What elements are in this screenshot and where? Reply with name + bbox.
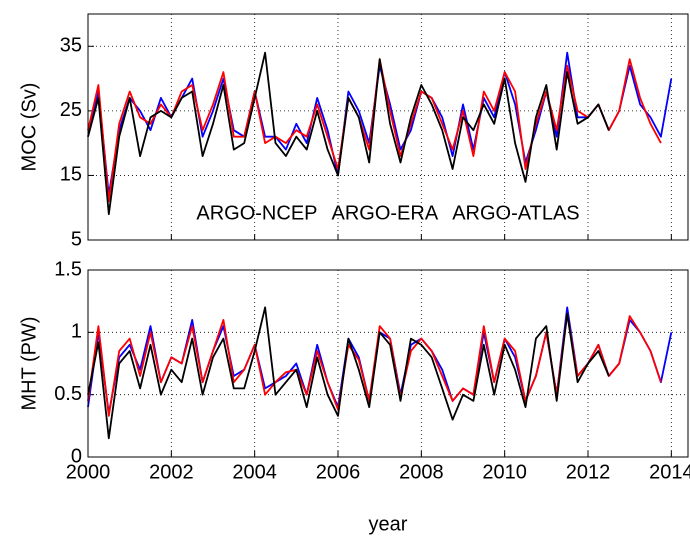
x-tick-label: 2000 [66,461,111,483]
legend-entry: ARGO-ERA [332,202,439,224]
y-tick-label: 0 [71,445,82,467]
x-tick-label: 2012 [566,461,611,483]
plot-frame [87,269,689,458]
y-tick-label: 5 [71,228,82,250]
y-axis-label: MHT (PW) [18,316,40,410]
plot-area [88,270,688,457]
y-axis-label: MOC (Sv) [18,83,40,172]
x-tick-label: 2010 [482,461,527,483]
x-tick-label: 2014 [649,461,690,483]
series-line [87,51,610,216]
y-tick-label: 1 [71,321,82,343]
y-tick-label: 1.5 [54,258,82,280]
legend-entry: ARGO-NCEP [196,202,317,224]
x-tick-label: 2006 [316,461,361,483]
x-tick-label: 2008 [399,461,444,483]
plot-frame [87,13,689,241]
y-tick-label: 35 [60,35,82,57]
x-axis-label: year [369,513,408,535]
x-tick-label: 2002 [149,461,194,483]
x-tick-label: 2004 [232,461,277,483]
legend-entry: ARGO-ATLAS [452,202,579,224]
y-tick-label: 25 [60,99,82,121]
y-tick-label: 15 [60,164,82,186]
series-line [87,306,610,440]
y-tick-label: 0.5 [54,383,82,405]
